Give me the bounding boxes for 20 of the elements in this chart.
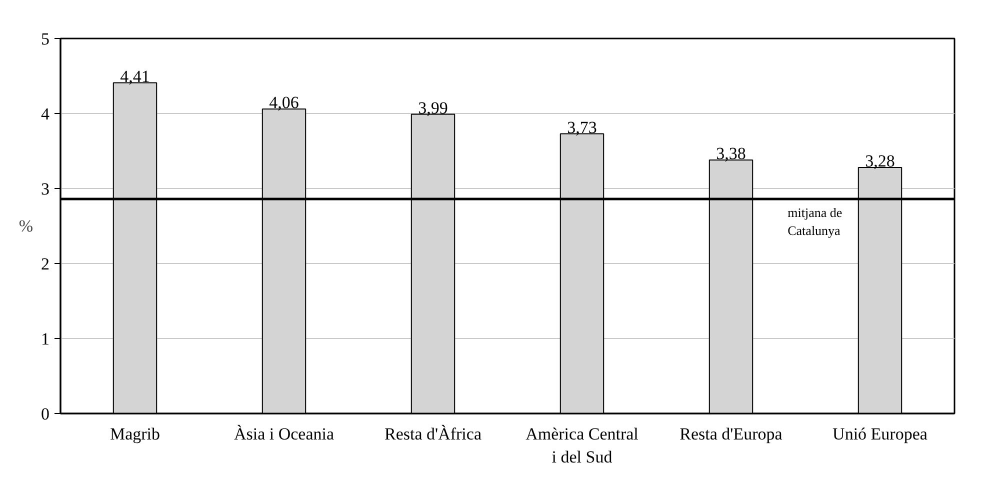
data-label: 3,38 [716, 144, 746, 163]
data-label: 4,06 [269, 93, 299, 112]
ref-line-label: mitjana de Catalunya [788, 205, 842, 238]
y-tick-label: 2 [41, 254, 50, 274]
y-tick-label: 5 [41, 30, 50, 48]
y-tick-label: 4 [41, 104, 50, 124]
data-label: 3,99 [418, 98, 448, 118]
x-tick-label: Resta d'Àfrica [384, 424, 482, 444]
y-tick-label: 3 [41, 180, 50, 198]
x-tick-label: Unió Europea [832, 424, 928, 444]
x-tick-label: Amèrica Central i del Sud [526, 424, 639, 466]
y-axis-title: % [18, 216, 34, 236]
x-tick-label: Magrib [110, 424, 160, 444]
data-label: 3,28 [865, 152, 895, 170]
y-tick-label: 1 [41, 330, 50, 348]
data-label: 3,73 [567, 118, 597, 137]
x-tick-label: Àsia i Oceania [234, 424, 334, 444]
data-label: 4,41 [120, 66, 150, 86]
y-tick-label: 0 [41, 404, 50, 424]
x-tick-label: Resta d'Europa [680, 424, 783, 444]
